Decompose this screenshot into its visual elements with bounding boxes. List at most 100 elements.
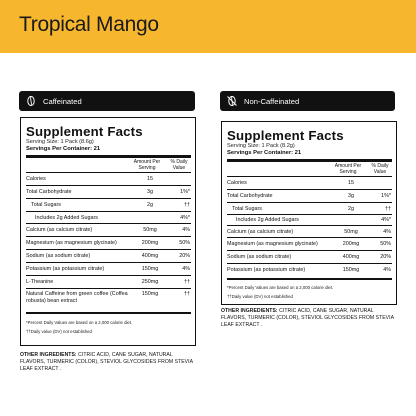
nutrient-dv: 50% xyxy=(380,241,391,248)
nutrient-amount: 250mg xyxy=(141,279,159,286)
thick-divider xyxy=(227,278,392,281)
nutrient-name: Sodium (as sodium citrate) xyxy=(26,253,91,260)
facts-row: Includes 2g Added Sugars 4%* xyxy=(227,214,392,225)
nutrient-amount: 50mg xyxy=(143,227,157,234)
nutrient-amount: 50mg xyxy=(344,228,358,235)
nutrient-name: Calories xyxy=(227,180,247,187)
facts-title: Supplement Facts xyxy=(26,124,143,139)
badge-label: Non-Caffeinated xyxy=(244,96,300,106)
nutrient-amount: 200mg xyxy=(141,240,159,247)
nutrient-dv: 20% xyxy=(380,254,391,261)
facts-row: Sodium (as sodium citrate) 400mg 20% xyxy=(26,249,191,262)
facts-row: Calcium (as calcium citrate) 50mg 4% xyxy=(26,223,191,236)
thick-divider xyxy=(26,312,191,315)
nutrient-name: Magnesium (as magnesium glycinate) xyxy=(227,241,318,248)
facts-row: Potassium (as potassium citrate) 150mg 4… xyxy=(227,263,392,276)
nutrient-dv: 20% xyxy=(179,253,190,260)
nutrient-dv: 50% xyxy=(179,240,190,247)
coffee-bean-icon xyxy=(25,95,37,107)
other-ingredients-label: OTHER INGREDIENTS: xyxy=(20,352,77,358)
nutrient-amount: 200mg xyxy=(342,241,360,248)
facts-row: Includes 2g Added Sugars 4%* xyxy=(26,211,191,223)
nutrient-name: Includes 2g Added Sugars xyxy=(35,214,98,221)
nutrient-dv: 1%* xyxy=(381,193,391,200)
facts-row: Total Sugars 2g †† xyxy=(26,198,191,211)
nutrient-name: Calcium (as calcium citrate) xyxy=(26,227,93,234)
facts-row: Total Carbohydrate 3g 1%* xyxy=(26,185,191,198)
nutrient-amount: 400mg xyxy=(342,254,360,261)
facts-title: Supplement Facts xyxy=(227,128,344,143)
nutrient-dv: †† xyxy=(385,205,391,212)
product-title: Tropical Mango xyxy=(19,13,159,36)
facts-row: Potassium (as potassium citrate) 150mg 4… xyxy=(26,262,191,275)
nutrient-amount: 2g xyxy=(147,202,153,209)
footnote-dv: *Percent Daily Values are based on a 2,0… xyxy=(227,285,334,291)
nutrient-dv: †† xyxy=(184,279,190,286)
facts-row: Natural Caffeine from green coffee (Coff… xyxy=(26,288,191,310)
supplement-facts-box: Supplement Facts Serving Size: 1 Pack (8… xyxy=(20,117,196,346)
column-headers: Amount Per Serving % Daily Value xyxy=(227,162,392,176)
nutrient-dv: 4% xyxy=(383,228,391,235)
other-ingredients: OTHER INGREDIENTS: CITRIC ACID, CANE SUG… xyxy=(20,352,196,374)
nutrient-dv: 4% xyxy=(383,267,391,274)
footnote-not-established: ††Daily value (DV) not established xyxy=(227,293,293,299)
nutrient-amount: 150mg xyxy=(342,267,360,274)
non-caffeinated-panel: Supplement Facts Serving Size: 1 Pack (8… xyxy=(221,117,397,416)
other-ingredients-text: CITRIC ACID, CANE SUGAR, NATURAL FLAVORS… xyxy=(20,352,193,373)
servings-per-container: Servings Per Container: 21 xyxy=(26,146,101,152)
other-ingredients-text: CITRIC ACID, CANE SUGAR, NATURAL FLAVORS… xyxy=(221,308,394,329)
nutrient-name: Magnesium (as magnesium glycinate) xyxy=(26,240,117,247)
facts-row: L-Theanine 250mg †† xyxy=(26,275,191,288)
nutrient-dv: 4%* xyxy=(381,217,391,224)
nutrient-amount: 400mg xyxy=(141,253,159,260)
supplement-facts-box: Supplement Facts Serving Size: 1 Pack (8… xyxy=(221,121,397,305)
nutrient-dv: 4% xyxy=(182,227,190,234)
nutrient-name: Calories xyxy=(26,176,46,183)
nutrient-amount: 150mg xyxy=(141,266,159,273)
nutrient-dv: †† xyxy=(184,202,190,209)
nutrient-name: Total Sugars xyxy=(31,202,61,209)
dv-header: % Daily Value xyxy=(170,159,188,171)
amount-header: Amount Per Serving xyxy=(334,163,362,175)
badge-label: Caffeinated xyxy=(43,96,82,106)
nutrient-dv: 1%* xyxy=(180,189,190,196)
facts-row: Total Sugars 2g †† xyxy=(227,202,392,214)
title-banner: Tropical Mango xyxy=(0,0,416,53)
nutrient-amount: 3g xyxy=(147,189,153,196)
serving-size: Serving Size: 1 Pack (8.6g) xyxy=(26,139,94,145)
no-coffee-bean-icon xyxy=(226,95,238,107)
nutrient-name: Calcium (as calcium citrate) xyxy=(227,228,294,235)
nutrient-name: Natural Caffeine from green coffee (Coff… xyxy=(26,291,128,304)
nutrient-amount: 3g xyxy=(348,193,354,200)
nutrient-amount: 2g xyxy=(348,205,354,212)
caffeinated-badge: Caffeinated xyxy=(19,91,195,111)
nutrient-amount: 15 xyxy=(348,180,354,187)
nutrient-dv: †† xyxy=(184,291,190,298)
nutrient-amount: 15 xyxy=(147,176,153,183)
nutrient-name: L-Theanine xyxy=(26,279,54,286)
facts-row: Magnesium (as magnesium glycinate) 200mg… xyxy=(26,236,191,249)
facts-row: Total Carbohydrate 3g 1%* xyxy=(227,189,392,202)
other-ingredients-label: OTHER INGREDIENTS: xyxy=(221,308,278,314)
thick-divider xyxy=(26,155,191,158)
nutrient-dv: 4% xyxy=(182,266,190,273)
footnote-not-established: ††Daily value (DV) not established xyxy=(26,328,92,334)
nutrient-name: Sodium (as sodium citrate) xyxy=(227,254,292,261)
column-headers: Amount Per Serving % Daily Value xyxy=(26,158,191,172)
nutrient-name: Total Carbohydrate xyxy=(227,193,273,200)
nutrient-name: Total Carbohydrate xyxy=(26,189,72,196)
nutrient-name: Potassium (as potassium citrate) xyxy=(26,266,105,273)
servings-per-container: Servings Per Container: 21 xyxy=(227,150,302,156)
amount-header: Amount Per Serving xyxy=(133,159,161,171)
other-ingredients: OTHER INGREDIENTS: CITRIC ACID, CANE SUG… xyxy=(221,308,397,330)
facts-row: Magnesium (as magnesium glycinate) 200mg… xyxy=(227,237,392,250)
nutrient-amount: 150mg xyxy=(141,291,159,298)
caffeinated-panel: Supplement Facts Serving Size: 1 Pack (8… xyxy=(20,117,196,416)
facts-row: Calcium (as calcium citrate) 50mg 4% xyxy=(227,225,392,237)
nutrient-name: Total Sugars xyxy=(232,205,262,212)
nutrient-name: Includes 2g Added Sugars xyxy=(236,217,299,224)
dv-header: % Daily Value xyxy=(371,163,389,175)
non-caffeinated-badge: Non-Caffeinated xyxy=(220,91,395,111)
facts-row: Calories 15 xyxy=(227,176,392,189)
nutrient-name: Potassium (as potassium citrate) xyxy=(227,267,306,274)
